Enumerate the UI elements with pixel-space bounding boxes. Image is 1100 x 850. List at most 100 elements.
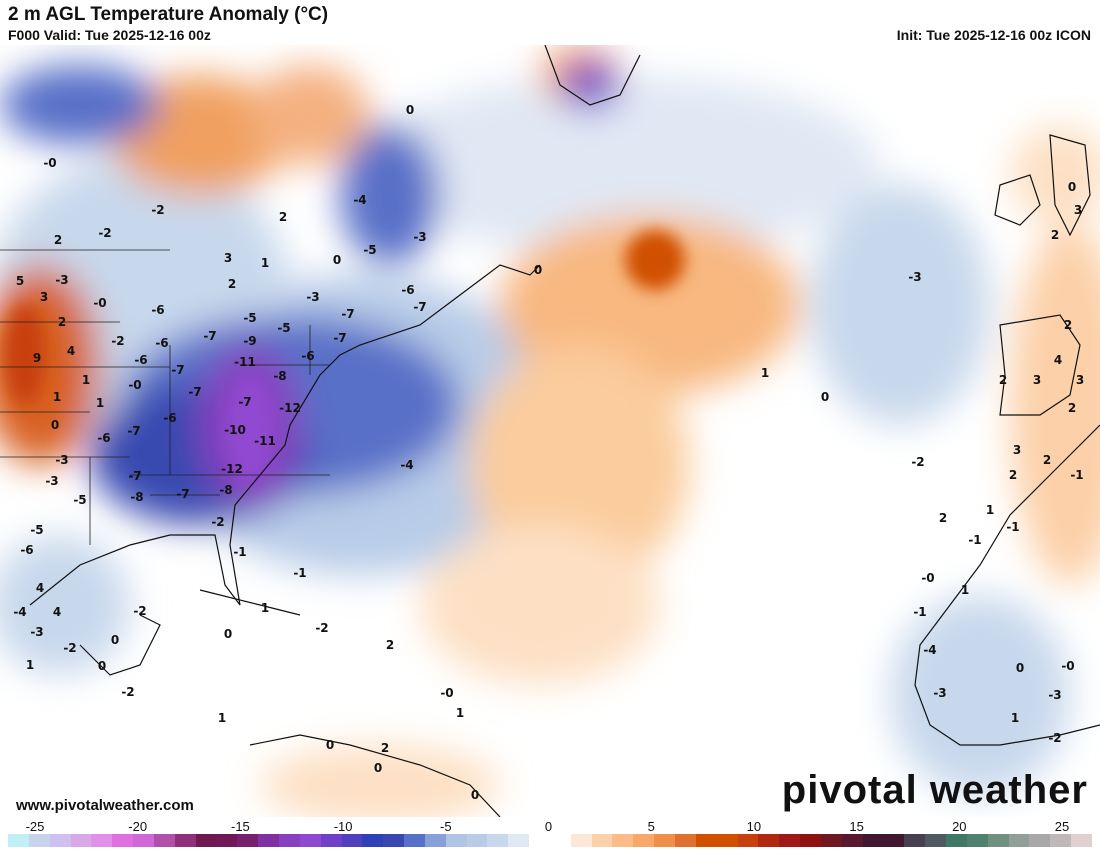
anomaly-value-label: 2 xyxy=(228,277,236,291)
colorbar-cell xyxy=(883,834,905,847)
anomaly-value-label: -6 xyxy=(151,303,164,317)
colorbar-cell xyxy=(904,834,926,847)
anomaly-value-label: 2 xyxy=(939,511,947,525)
anomaly-value-label: -3 xyxy=(55,273,68,287)
colorbar-cell xyxy=(779,834,801,847)
colorbar-cell xyxy=(862,834,884,847)
anomaly-value-label: 4 xyxy=(53,605,61,619)
website-url: www.pivotalweather.com xyxy=(16,797,194,814)
anomaly-value-label: 0 xyxy=(333,253,341,267)
anomaly-value-label: 1 xyxy=(261,601,269,615)
colorbar-cell xyxy=(216,834,238,847)
colorbar-tick-label: 5 xyxy=(647,819,655,834)
colorbar-cell xyxy=(633,834,655,847)
anomaly-value-label: -2 xyxy=(98,226,111,240)
anomaly-value-label: 2 xyxy=(386,638,394,652)
anomaly-value-label: -1 xyxy=(913,605,926,619)
anomaly-value-label: 3 xyxy=(1033,373,1041,387)
colorbar-cell xyxy=(987,834,1009,847)
anomaly-value-label: -7 xyxy=(128,469,141,483)
anomaly-value-label: -9 xyxy=(243,334,256,348)
anomaly-value-label: -7 xyxy=(171,363,184,377)
colorbar-cell xyxy=(153,834,175,847)
colorbar-cell xyxy=(820,834,842,847)
anomaly-value-label: -12 xyxy=(221,462,243,476)
colorbar-cell xyxy=(320,834,342,847)
anomaly-value-label: 0 xyxy=(326,738,334,752)
colorbar-cell xyxy=(383,834,405,847)
anomaly-value-label: 1 xyxy=(261,256,269,270)
anomaly-value-label: 0 xyxy=(471,788,479,802)
colorbar-cell xyxy=(195,834,217,847)
colorbar-cell xyxy=(508,834,530,847)
anomaly-value-label: 1 xyxy=(986,503,994,517)
anomaly-value-label: 0 xyxy=(224,627,232,641)
anomaly-value-label: -1 xyxy=(233,545,246,559)
anomaly-value-label: 5 xyxy=(16,274,24,288)
colorbar-tick-label: -10 xyxy=(333,819,353,834)
anomaly-value-label: -2 xyxy=(911,455,924,469)
anomaly-value-label: 1 xyxy=(218,711,226,725)
init-time: Init: Tue 2025-12-16 00z ICON xyxy=(896,27,1091,43)
anomaly-value-label: -12 xyxy=(279,401,301,415)
anomaly-value-label: -0 xyxy=(440,686,453,700)
anomaly-value-label: 4 xyxy=(67,344,75,358)
anomaly-value-label: 0 xyxy=(406,103,414,117)
anomaly-value-label: 2 xyxy=(381,741,389,755)
anomaly-value-label: 0 xyxy=(1068,180,1076,194)
colorbar: -25 -20 -15 -10 -5 0 5 10 15 20 25 xyxy=(0,817,1100,850)
colorbar-cell xyxy=(1071,834,1092,847)
colorbar-cells xyxy=(8,834,1092,847)
anomaly-value-label: -7 xyxy=(203,329,216,343)
colorbar-cell xyxy=(404,834,425,847)
anomaly-value-label: -8 xyxy=(219,483,232,497)
anomaly-value-label: 0 xyxy=(98,659,106,673)
colorbar-tick-label: 15 xyxy=(849,819,864,834)
colorbar-cell xyxy=(966,834,988,847)
colorbar-tick-label: -25 xyxy=(25,819,45,834)
anomaly-value-label: -3 xyxy=(30,625,43,639)
anomaly-value-label: -4 xyxy=(13,605,26,619)
colorbar-cell xyxy=(49,834,71,847)
anomaly-value-label: -2 xyxy=(315,621,328,635)
anomaly-value-label: 2 xyxy=(58,315,66,329)
colorbar-cell xyxy=(445,834,467,847)
anomaly-value-label: -4 xyxy=(353,193,366,207)
colorbar-cell xyxy=(91,834,113,847)
map-title: 2 m AGL Temperature Anomaly (°C) xyxy=(8,4,329,25)
anomaly-value-label: -11 xyxy=(234,355,256,369)
anomaly-value-label: 1 xyxy=(26,658,34,672)
anomaly-value-label: 1 xyxy=(961,583,969,597)
anomaly-value-label: 0 xyxy=(821,390,829,404)
anomaly-value-label: 0 xyxy=(51,418,59,432)
colorbar-cell xyxy=(945,834,967,847)
colorbar-cell xyxy=(237,834,259,847)
anomaly-value-label: -2 xyxy=(121,685,134,699)
colorbar-cell xyxy=(925,834,946,847)
anomaly-value-label: 3 xyxy=(224,251,232,265)
anomaly-field xyxy=(0,45,1100,817)
anomaly-value-label: -7 xyxy=(413,300,426,314)
anomaly-value-label: -0 xyxy=(43,156,56,170)
coastlines xyxy=(29,45,1100,817)
colorbar-cell xyxy=(695,834,717,847)
colorbar-tick-label: -15 xyxy=(230,819,250,834)
colorbar-cell xyxy=(70,834,92,847)
anomaly-value-label: -3 xyxy=(55,453,68,467)
anomaly-value-label: -7 xyxy=(176,487,189,501)
anomaly-value-label: -5 xyxy=(363,243,376,257)
anomaly-value-label: 4 xyxy=(1054,353,1062,367)
anomaly-value-label: -7 xyxy=(127,424,140,438)
colorbar-cell xyxy=(28,834,50,847)
anomaly-value-label: -5 xyxy=(277,321,290,335)
anomaly-value-label: 1 xyxy=(1011,711,1019,725)
anomaly-value-label: -1 xyxy=(968,533,981,547)
anomaly-value-label: -10 xyxy=(224,423,246,437)
anomaly-value-label: -2 xyxy=(133,604,146,618)
anomaly-value-label: -2 xyxy=(211,515,224,529)
anomaly-value-label: -5 xyxy=(243,311,256,325)
anomaly-value-label: -1 xyxy=(293,566,306,580)
anomaly-value-label: -5 xyxy=(73,493,86,507)
anomaly-value-label: -2 xyxy=(1048,731,1061,745)
